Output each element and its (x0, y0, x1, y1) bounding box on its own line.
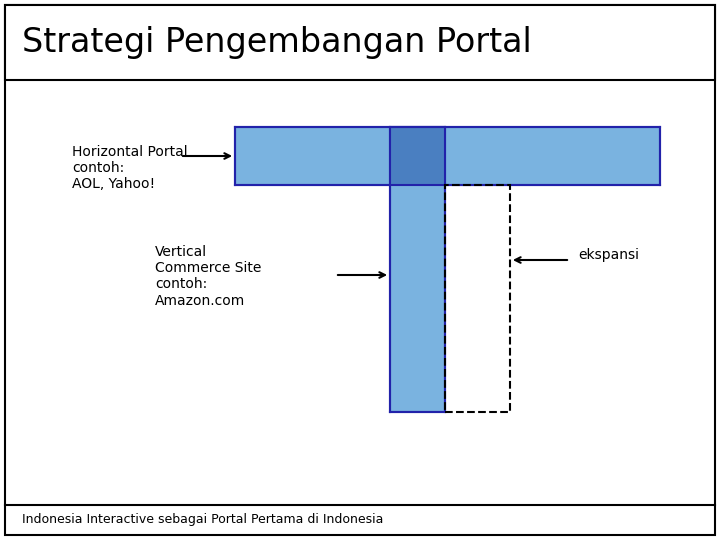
Bar (390, 127, 445, 185)
Text: ekspansi: ekspansi (578, 248, 639, 262)
Text: Indonesia Interactive sebagai Portal Pertama di Indonesia: Indonesia Interactive sebagai Portal Per… (22, 514, 383, 526)
Text: Vertical
Commerce Site
contoh:
Amazon.com: Vertical Commerce Site contoh: Amazon.co… (155, 245, 261, 308)
Text: Strategi Pengembangan Portal: Strategi Pengembangan Portal (22, 26, 532, 59)
Bar (235, 127, 660, 185)
Bar (5, 5, 715, 80)
Text: Horizontal Portal
contoh:
AOL, Yahoo!: Horizontal Portal contoh: AOL, Yahoo! (72, 145, 188, 191)
Bar (390, 127, 445, 412)
Bar (445, 185, 510, 412)
